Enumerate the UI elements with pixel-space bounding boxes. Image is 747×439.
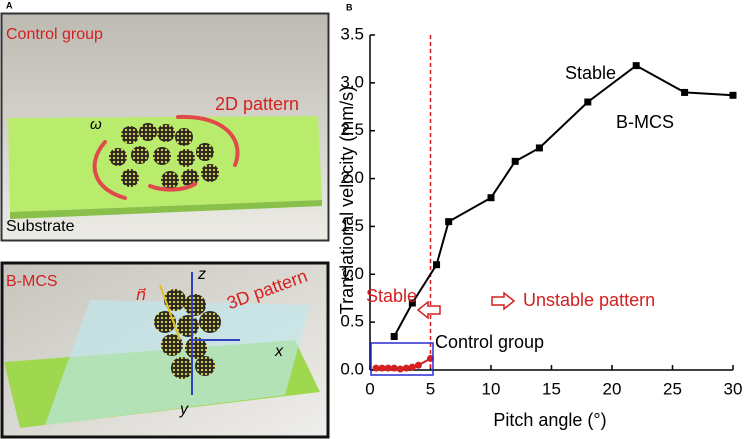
x-tick-label: 30 — [724, 379, 743, 398]
x-axis-title: Pitch angle (°) — [493, 410, 606, 430]
panel-title: Control group — [6, 26, 103, 43]
chart: B Pitch angle (°) Translational velocity… — [337, 2, 743, 429]
y-tick-label: 1.0 — [340, 264, 364, 283]
series-label: Control group — [435, 332, 544, 352]
annotation: Stable — [565, 63, 616, 83]
panel-title: B-MCS — [6, 273, 58, 290]
point — [396, 365, 404, 373]
point — [535, 144, 543, 152]
point — [408, 363, 416, 371]
particles — [109, 123, 219, 189]
substrate-edge — [10, 200, 322, 219]
y-tick-label: 3.0 — [340, 72, 364, 91]
point — [681, 88, 689, 96]
point — [445, 218, 453, 226]
point — [487, 194, 495, 202]
point — [372, 364, 380, 372]
x-tick-label: 20 — [603, 379, 622, 398]
annotation: Stable — [366, 286, 417, 306]
arrow-left — [416, 300, 441, 320]
panel-label: B — [346, 2, 353, 12]
point — [729, 91, 737, 99]
y-label: y — [179, 401, 189, 418]
normal-label: n⃗ — [136, 287, 146, 304]
point — [433, 261, 441, 269]
y-tick-label: 2.0 — [340, 168, 364, 187]
point — [584, 98, 592, 106]
particles — [154, 289, 221, 379]
annotation: Unstable pattern — [523, 290, 655, 310]
point — [384, 364, 392, 372]
panel-label: A — [6, 0, 13, 10]
y-tick-label: 0.5 — [340, 312, 364, 331]
y-axis-title: Translational velocity (mm/s) — [337, 86, 357, 314]
point — [511, 157, 519, 165]
point — [378, 364, 386, 372]
axes-arrows — [159, 272, 240, 395]
point — [390, 364, 398, 372]
point — [632, 62, 640, 70]
series-label: B-MCS — [616, 112, 674, 132]
x-tick-label: 0 — [365, 379, 374, 398]
pattern-label: 2D pattern — [215, 94, 299, 114]
z-label: z — [197, 266, 206, 283]
x-label: x — [274, 343, 284, 360]
x-tick-label: 15 — [542, 379, 561, 398]
panel-a: A Control group 2D pattern ω Substrate — [0, 0, 330, 242]
x-tick-label: 10 — [482, 379, 501, 398]
rotation-arrows — [92, 114, 240, 200]
point — [390, 333, 398, 340]
point — [414, 361, 422, 369]
highlight-box — [370, 342, 434, 376]
point — [408, 299, 416, 307]
x-tick-label: 25 — [663, 379, 682, 398]
substrate-label: Substrate — [6, 218, 75, 235]
x-tick-label: 5 — [426, 379, 435, 398]
point — [402, 364, 410, 372]
y-tick-label: 3.5 — [340, 24, 364, 43]
arrow-right — [491, 291, 516, 311]
y-tick-label: 2.5 — [340, 120, 364, 139]
omega-label: ω — [90, 116, 102, 133]
y-tick-label: 0.0 — [340, 359, 364, 378]
y-tick-label: 1.5 — [340, 216, 364, 235]
panel-b-image: B-MCS 3D pattern n⃗ z x y — [0, 261, 330, 439]
